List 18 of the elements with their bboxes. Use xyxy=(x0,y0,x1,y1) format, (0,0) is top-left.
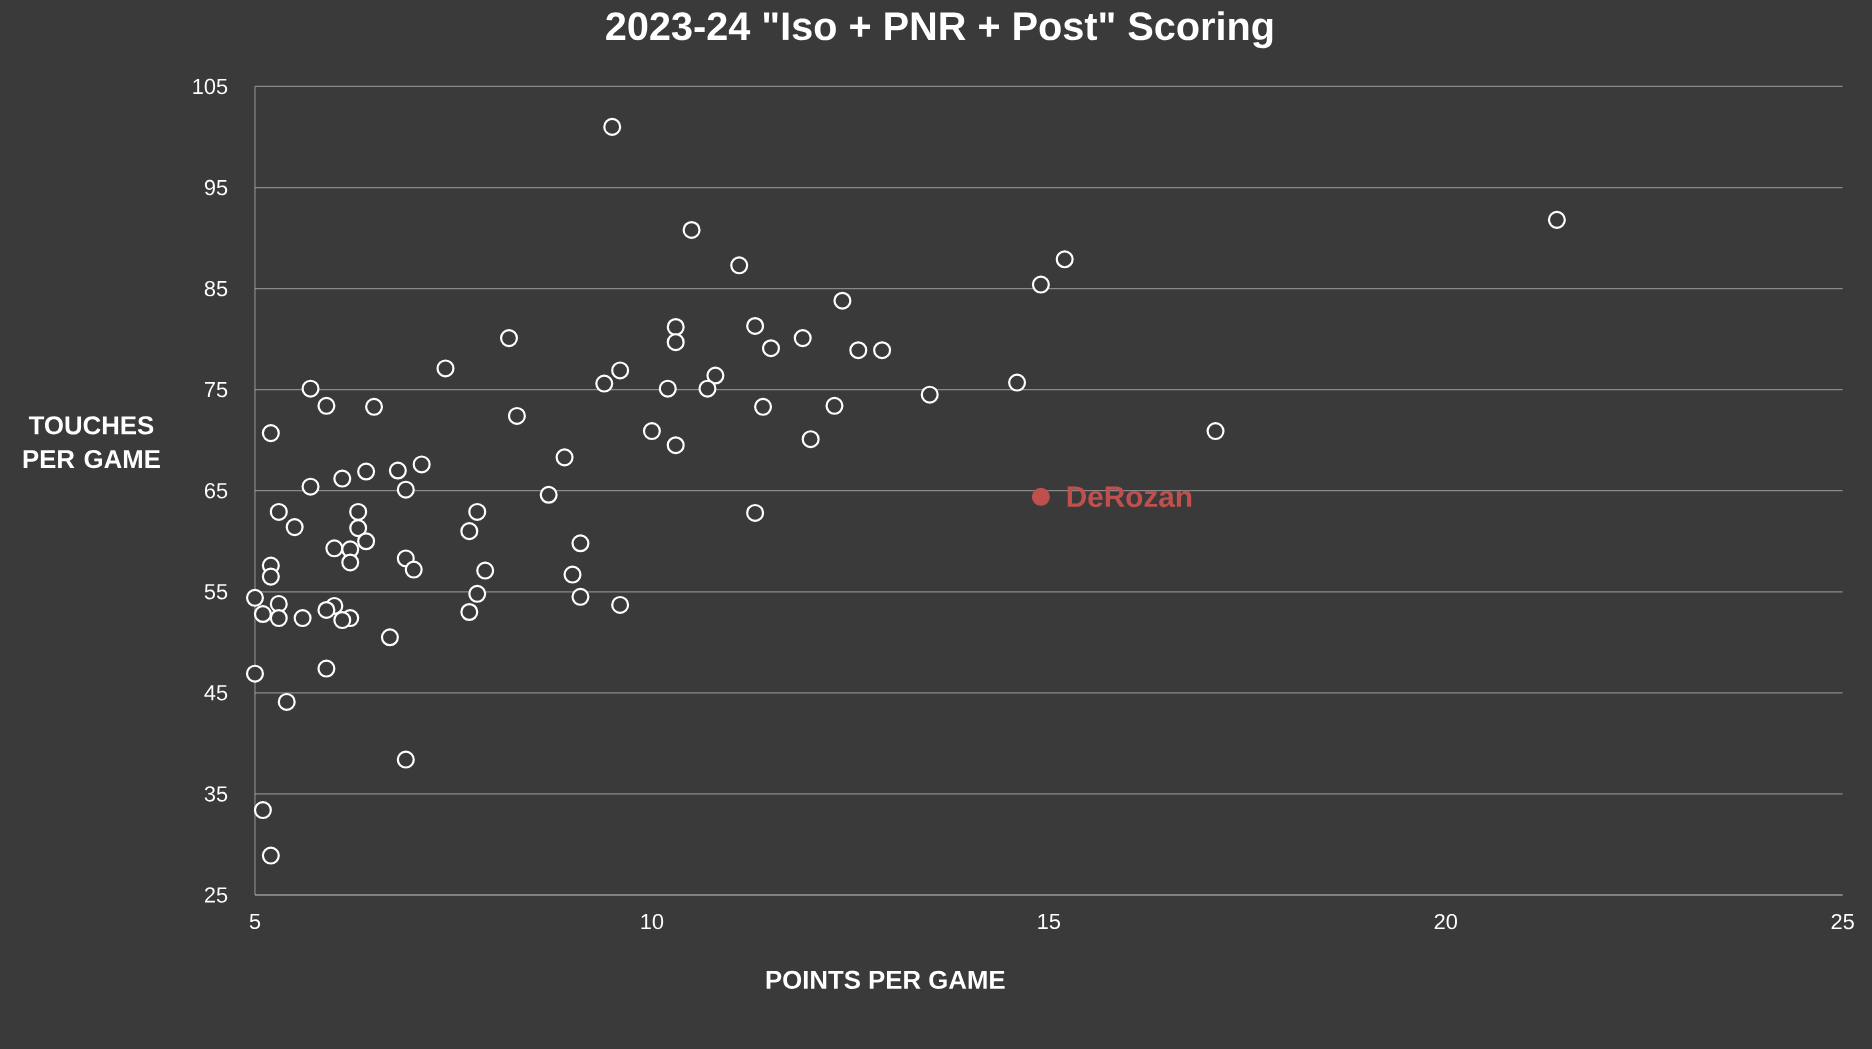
series-label: DeRozan xyxy=(1067,486,1192,508)
x-tick-label: 15 xyxy=(1038,913,1061,930)
y-tick-label: 25 xyxy=(204,887,228,903)
x-tick-label: 5 xyxy=(249,913,261,930)
y-tick-label: 55 xyxy=(204,584,228,600)
x-tick-label: 20 xyxy=(1434,913,1457,930)
y-axis-title: TOUCHES PER GAME xyxy=(23,416,160,469)
y-tick-label: 45 xyxy=(204,685,228,701)
y-tick-label: 85 xyxy=(204,280,228,297)
x-tick-label: 10 xyxy=(641,913,664,930)
y-tick-label: 75 xyxy=(204,382,228,398)
x-tick-label: 25 xyxy=(1831,913,1854,930)
x-axis-title: POINTS PER GAME xyxy=(766,970,1005,989)
y-tick-label: 95 xyxy=(204,179,228,196)
y-tick-label: 105 xyxy=(193,78,228,95)
chart-title: 2023-24 "Iso + PNR + Post" Scoring xyxy=(606,11,1273,49)
y-tick-label: 35 xyxy=(204,786,228,802)
y-tick-label: 65 xyxy=(204,482,228,499)
